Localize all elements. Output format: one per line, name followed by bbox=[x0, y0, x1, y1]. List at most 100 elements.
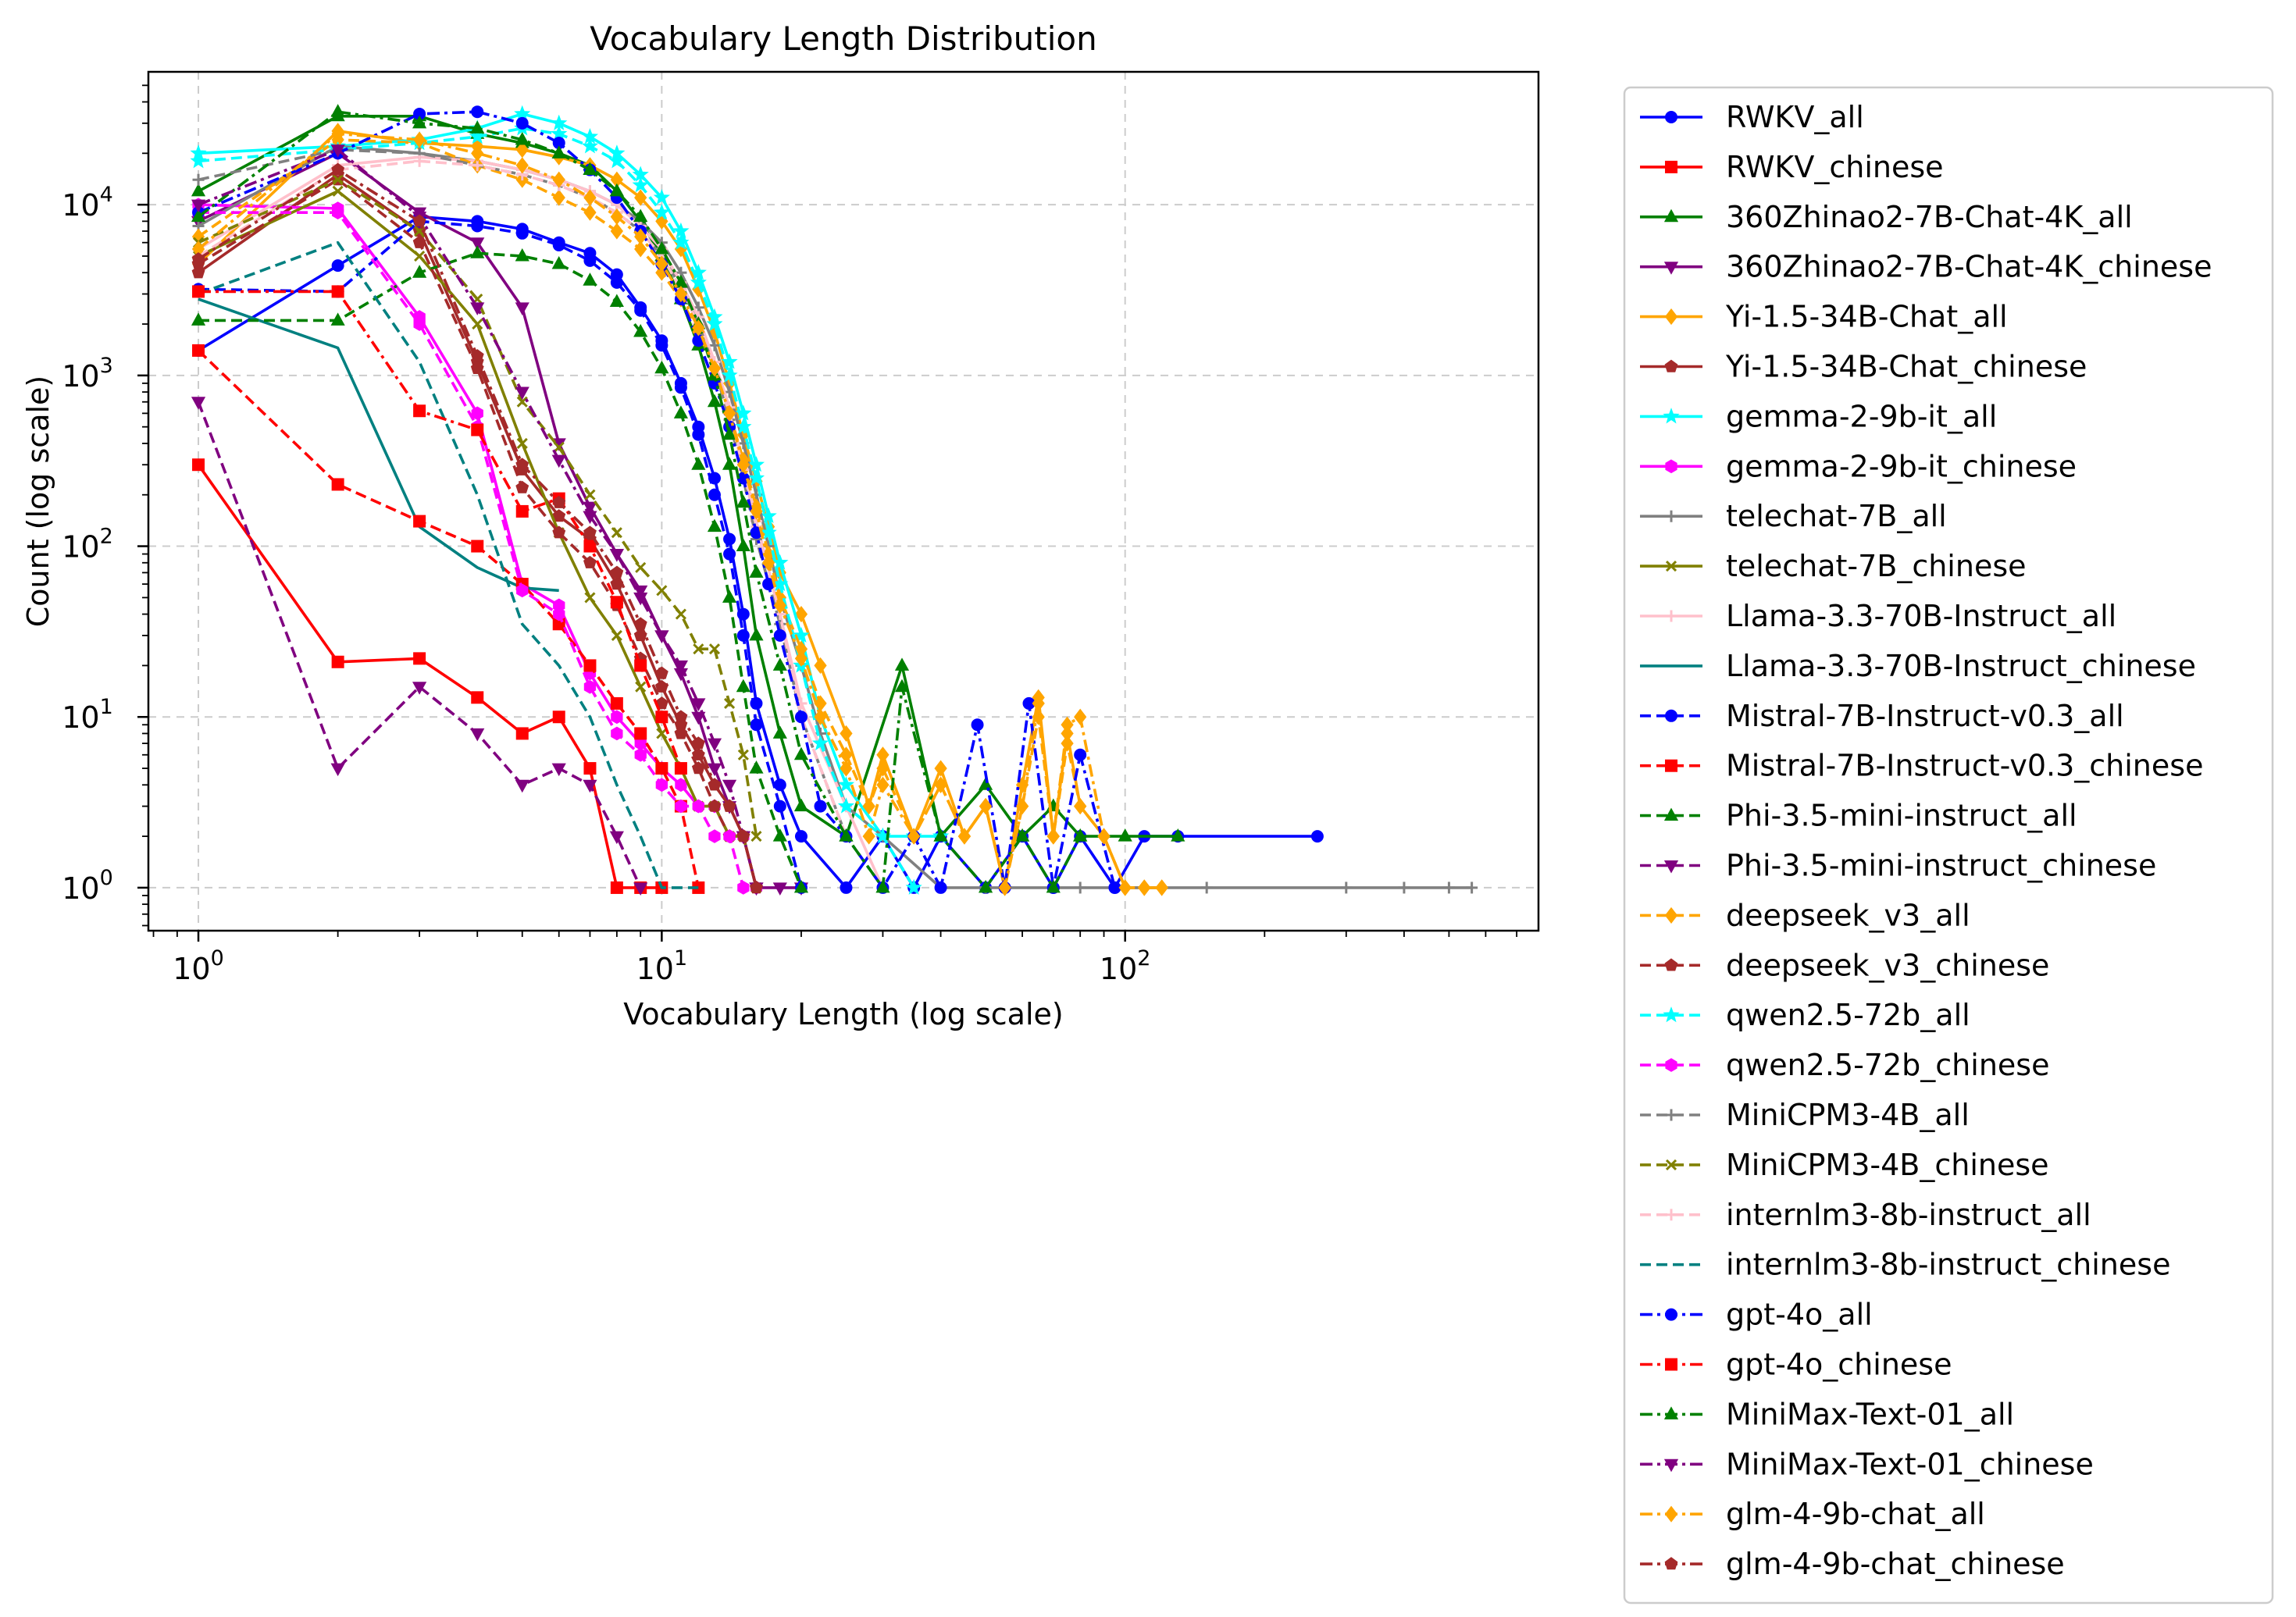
legend-label: 360Zhinao2-7B-Chat-4K_chinese bbox=[1726, 250, 2212, 284]
series-line bbox=[198, 251, 803, 889]
data-point bbox=[722, 457, 737, 470]
data-point bbox=[583, 659, 597, 672]
data-point bbox=[1664, 906, 1678, 924]
data-point bbox=[894, 678, 910, 693]
data-point bbox=[691, 457, 706, 470]
legend-item: MiniCPM3-4B_all bbox=[1640, 1098, 1970, 1132]
data-point bbox=[708, 339, 721, 351]
data-point bbox=[1665, 1209, 1677, 1221]
data-point bbox=[471, 144, 484, 162]
data-point bbox=[814, 708, 827, 725]
data-point bbox=[1118, 879, 1132, 896]
data-point bbox=[656, 585, 668, 597]
data-point bbox=[1074, 882, 1086, 894]
data-point bbox=[1118, 828, 1132, 842]
series-glm-4-9b-chat_all bbox=[191, 125, 1168, 896]
data-point bbox=[610, 881, 623, 894]
data-point bbox=[610, 696, 623, 710]
data-point bbox=[736, 494, 750, 508]
data-point bbox=[814, 800, 827, 813]
data-point bbox=[1665, 610, 1677, 622]
series-layer bbox=[190, 104, 1478, 896]
data-point bbox=[722, 779, 737, 793]
legend-label: RWKV_all bbox=[1726, 100, 1864, 134]
legend-label: Phi-3.5-mini-instruct_chinese bbox=[1726, 849, 2156, 883]
data-point bbox=[1664, 308, 1678, 326]
data-point bbox=[736, 829, 750, 842]
data-point bbox=[470, 728, 485, 742]
series-RWKV_all bbox=[192, 210, 1324, 894]
data-point bbox=[470, 245, 485, 258]
data-point bbox=[551, 255, 566, 269]
legend-item: Mistral-7B-Instruct-v0.3_all bbox=[1640, 699, 2124, 733]
data-point bbox=[632, 176, 649, 193]
data-point bbox=[1200, 882, 1213, 894]
data-point bbox=[750, 503, 763, 520]
data-point bbox=[191, 208, 206, 223]
data-point bbox=[749, 565, 764, 578]
data-point bbox=[747, 469, 765, 486]
legend-label: Yi-1.5-34B-Chat_all bbox=[1725, 300, 2008, 334]
data-point bbox=[1663, 1006, 1680, 1023]
data-point bbox=[760, 507, 777, 524]
legend-item: glm-4-9b-chat_all bbox=[1640, 1497, 1985, 1531]
series-line bbox=[197, 464, 662, 889]
data-point bbox=[862, 828, 875, 845]
data-point bbox=[1466, 882, 1478, 894]
data-point bbox=[794, 606, 808, 623]
data-point bbox=[708, 643, 721, 655]
legend-item: Llama-3.3-70B-Instruct_chinese bbox=[1640, 649, 2196, 683]
data-point bbox=[1171, 828, 1185, 842]
legend-item: Phi-3.5-mini-instruct_all bbox=[1640, 799, 2077, 833]
series-line bbox=[197, 110, 1082, 889]
data-point bbox=[708, 488, 721, 501]
data-point bbox=[750, 718, 763, 732]
data-point bbox=[773, 800, 786, 813]
data-point bbox=[413, 652, 426, 665]
data-point bbox=[672, 233, 690, 250]
data-point bbox=[583, 762, 597, 775]
data-point bbox=[1665, 759, 1677, 772]
data-point bbox=[674, 285, 688, 303]
data-point bbox=[1663, 807, 1679, 821]
data-point bbox=[331, 478, 344, 491]
data-point bbox=[876, 760, 890, 777]
series-line bbox=[198, 168, 758, 889]
data-point bbox=[332, 205, 344, 219]
data-point bbox=[412, 214, 426, 227]
legend-item: MiniMax-Text-01_all bbox=[1640, 1397, 2014, 1431]
data-point bbox=[1663, 1459, 1679, 1473]
data-point bbox=[653, 204, 670, 220]
data-point bbox=[721, 366, 738, 383]
data-point bbox=[470, 237, 485, 251]
data-point bbox=[653, 189, 670, 205]
series-line bbox=[198, 219, 803, 889]
data-point bbox=[692, 428, 705, 441]
series-qwen2.5-72b_chinese bbox=[192, 205, 750, 895]
legend-label: gemma-2-9b-it_all bbox=[1726, 399, 1997, 433]
data-point bbox=[655, 762, 668, 775]
data-point bbox=[840, 760, 853, 777]
data-point bbox=[633, 324, 648, 337]
data-point bbox=[634, 228, 647, 245]
data-point bbox=[1074, 748, 1087, 761]
data-point bbox=[654, 666, 668, 679]
data-point bbox=[1665, 1058, 1677, 1072]
data-point bbox=[1664, 359, 1678, 372]
data-point bbox=[471, 691, 484, 704]
data-point bbox=[583, 555, 597, 568]
data-point bbox=[583, 162, 597, 176]
data-point bbox=[412, 235, 426, 248]
data-point bbox=[515, 157, 529, 174]
data-point bbox=[773, 778, 786, 792]
data-point bbox=[692, 799, 704, 814]
data-point bbox=[610, 276, 623, 289]
data-point bbox=[737, 749, 749, 760]
data-point bbox=[1032, 695, 1045, 712]
data-point bbox=[1663, 408, 1680, 424]
series-gpt-4o_all bbox=[192, 105, 1121, 894]
data-point bbox=[690, 273, 707, 290]
data-point bbox=[331, 285, 344, 298]
data-point bbox=[412, 115, 427, 129]
data-point bbox=[610, 565, 624, 579]
